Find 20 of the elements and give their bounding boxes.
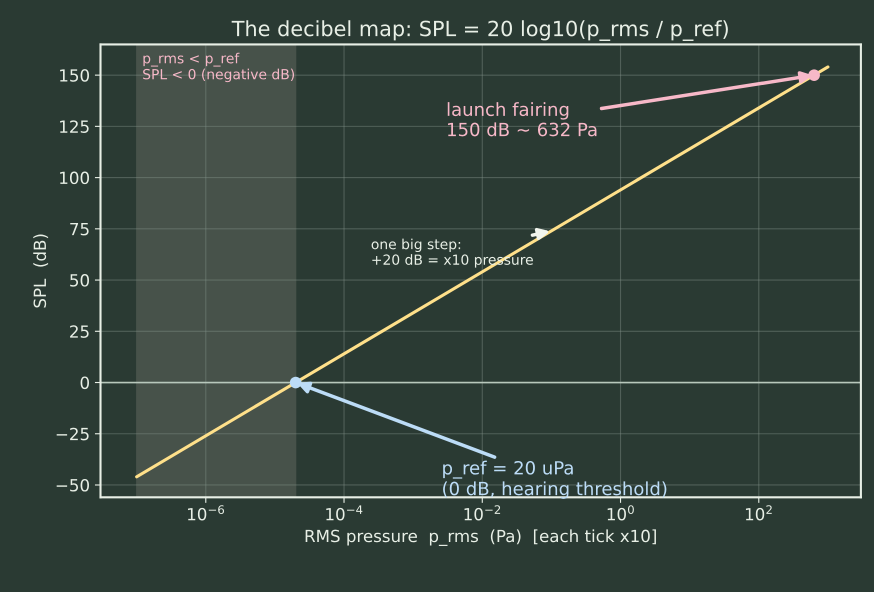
y-tick-label: 50: [70, 274, 89, 287]
x-tick-label: 10$^{−6}$: [188, 505, 224, 520]
x-tick-label: 10$^{2}$: [746, 505, 772, 520]
y-tick-label: −50: [56, 478, 89, 492]
x-axis-title: RMS pressure p_rms (Pa) [each tick x10]: [306, 529, 656, 546]
annotation: launch fairing 150 dB ~ 632 Pa: [448, 102, 596, 136]
y-tick-label: 150: [60, 69, 89, 82]
y-tick-label: −25: [56, 428, 89, 440]
y-axis-title: SPL (dB): [33, 234, 48, 308]
y-tick-label: 100: [60, 172, 89, 184]
annotation: p_ref = 20 uPa (0 dB, hearing threshold): [443, 460, 666, 499]
x-tick-label: 10$^{−2}$: [464, 505, 500, 520]
y-tick-label: 25: [70, 325, 89, 338]
chart-title: The decibel map: SPL = 20 log10(p_rms / p_ref): [232, 20, 728, 41]
y-tick-label: 0: [80, 376, 89, 390]
y-tick-label: 75: [70, 223, 89, 236]
y-tick-label: 125: [60, 120, 89, 133]
band-label: p_rms < p_ref SPL < 0 (negative dB): [143, 52, 294, 82]
x-tick-label: 10$^{0}$: [608, 505, 634, 520]
x-tick-label: 10$^{−4}$: [326, 505, 362, 520]
